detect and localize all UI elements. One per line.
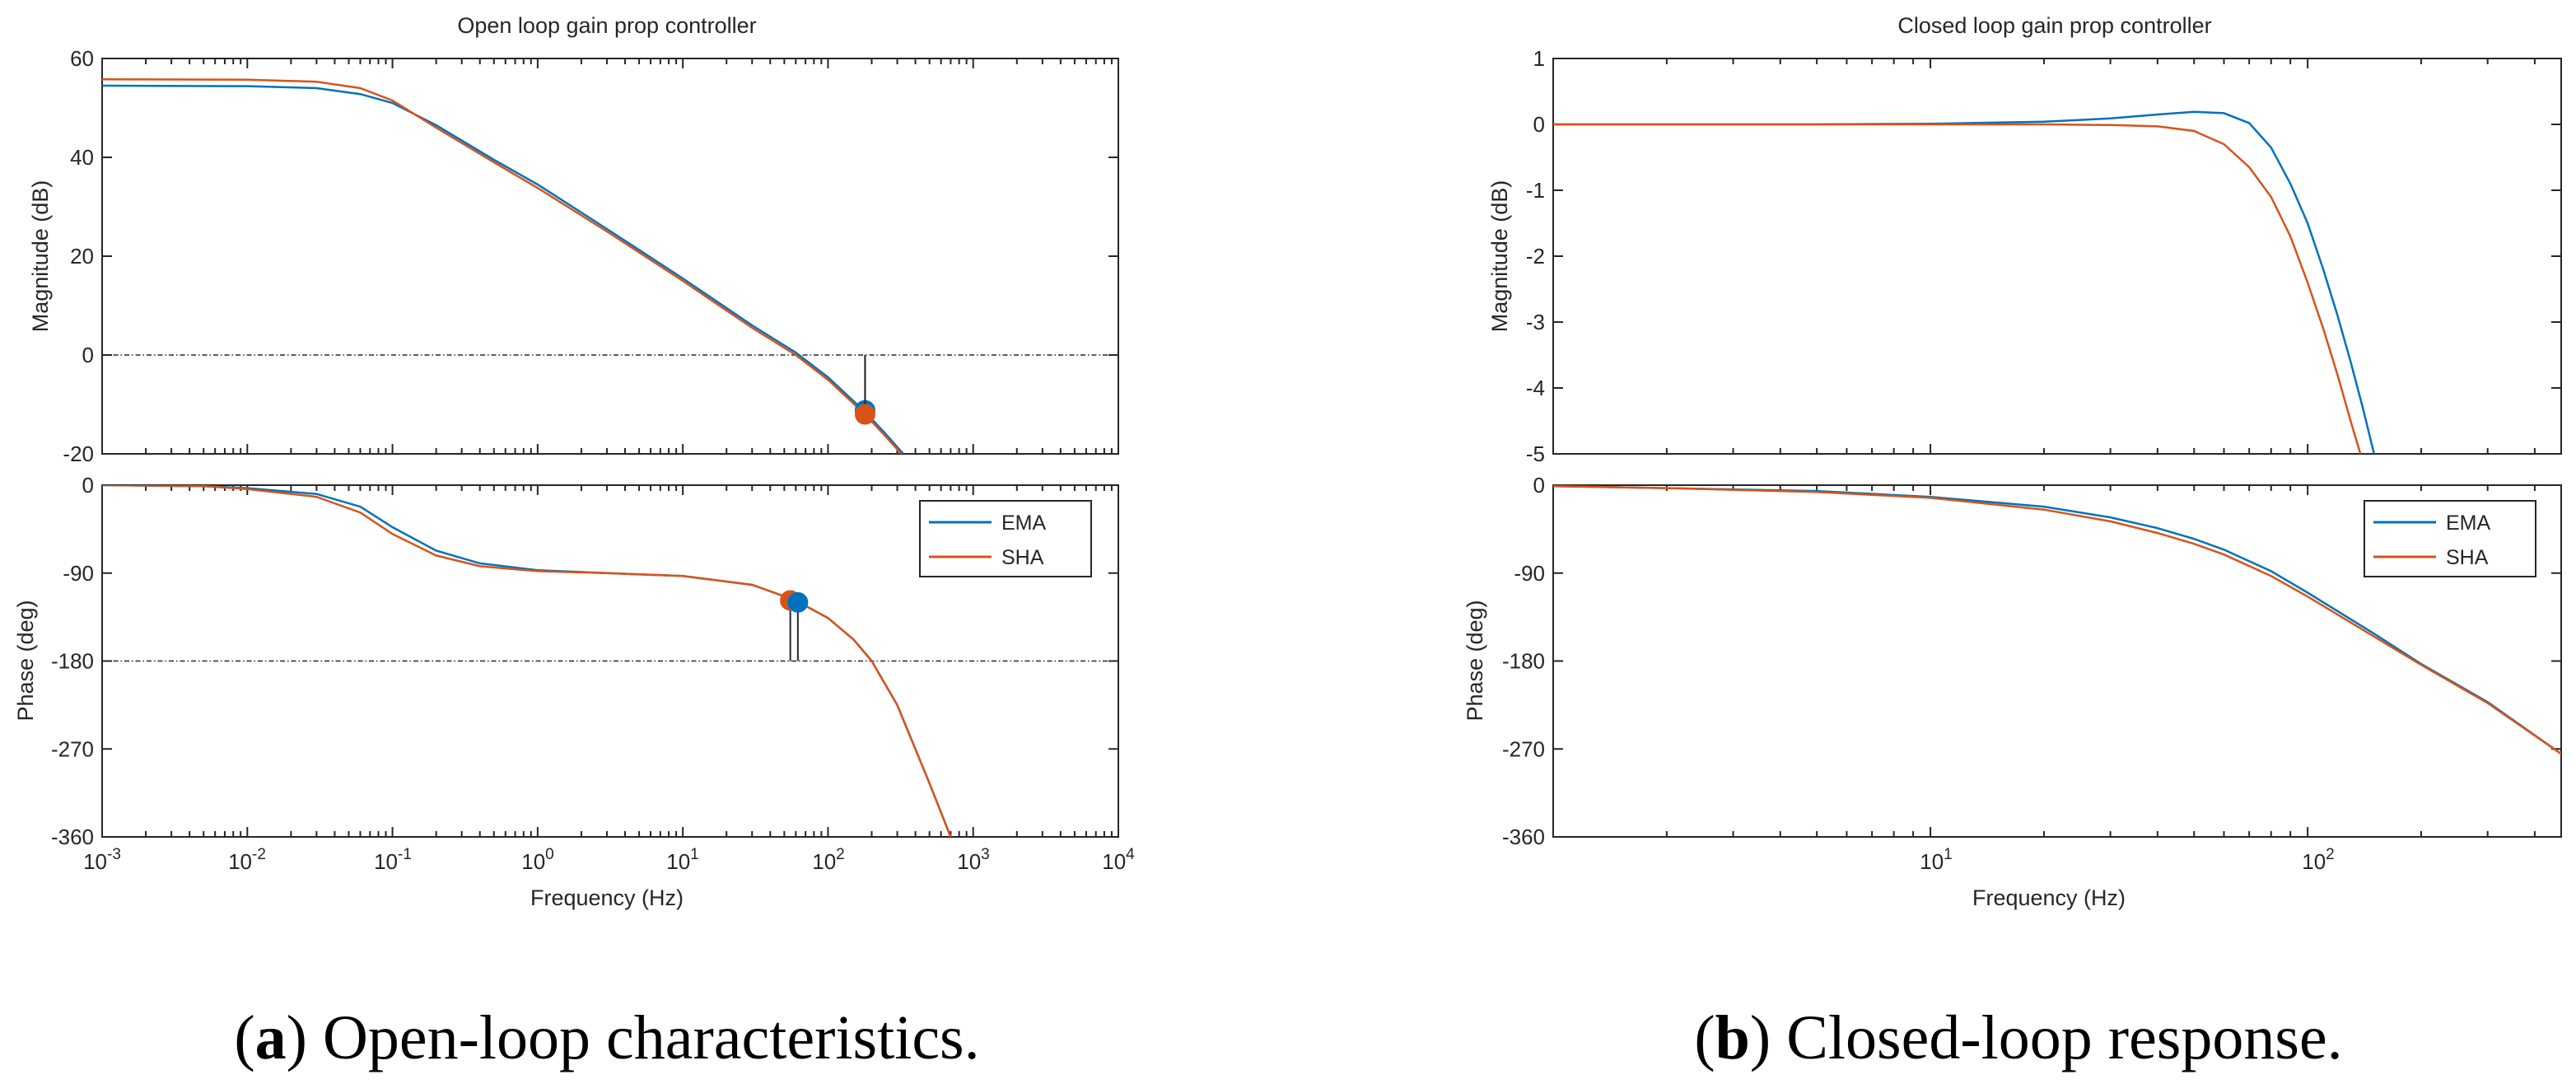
chart-a-magnitude-plot-area xyxy=(101,58,1119,455)
y-tick-label: 20 xyxy=(70,244,94,269)
y-tick-label: 60 xyxy=(70,46,94,71)
chart-b-xtick-label: 101 xyxy=(1920,846,1953,874)
chart-b-magnitude-ylabel: Magnitude (dB) xyxy=(1487,180,1512,333)
y-tick-label: -20 xyxy=(63,442,94,466)
y-tick-label: 0 xyxy=(1533,112,1545,137)
y-tick-label: -360 xyxy=(1502,825,1545,849)
chart-a-xtick-label: 102 xyxy=(812,846,845,874)
chart-b-phase-panel: -360 -270 -180 -90 0 Phase (deg) EMA SHA xyxy=(1463,473,2562,849)
chart-a-xtick-label: 100 xyxy=(521,846,554,874)
chart-a-legend-box xyxy=(919,500,1092,577)
y-tick-label: -1 xyxy=(1526,178,1545,203)
chart-a-xtick-label: 10-3 xyxy=(83,846,121,874)
chart-a-xtick-label: 10-2 xyxy=(228,846,266,874)
chart-a-xtick-label: 10-1 xyxy=(374,846,412,874)
chart-b-legend-ema-label: EMA xyxy=(2446,512,2491,535)
chart-b-magnitude-plot-area xyxy=(1552,58,2562,455)
chart-a-title: Open loop gain prop controller xyxy=(457,13,756,38)
chart-a-legend: EMA SHA xyxy=(919,500,1092,577)
series-line-ema xyxy=(102,84,904,454)
chart-b-legend: EMA SHA xyxy=(2364,500,2536,577)
y-tick-label: -90 xyxy=(1514,561,1545,586)
caption-a: (a) Open-loop characteristics. xyxy=(234,1003,979,1072)
chart-a-legend-sha-label: SHA xyxy=(1001,546,1044,569)
chart-a: Open loop gain prop controller -20 0 20 40 6… xyxy=(13,13,1135,910)
y-tick-label: -3 xyxy=(1526,310,1545,334)
series-line-sha xyxy=(102,77,903,454)
y-tick-label: 0 xyxy=(82,473,94,498)
chart-b: Closed loop gain prop controller -5-4-3-… xyxy=(1463,13,2562,910)
y-tick-label: -90 xyxy=(63,561,94,586)
y-tick-label: -5 xyxy=(1526,442,1545,466)
y-tick-label: -2 xyxy=(1526,244,1545,269)
series-line-sha xyxy=(1553,485,2561,755)
y-tick-label: 1 xyxy=(1533,46,1545,71)
chart-b-magnitude-panel: -5 -4 -3 -2 -1 0 1 Magnitude (dB) xyxy=(1487,46,2562,466)
chart-a-phase-ylabel: Phase (deg) xyxy=(13,600,38,721)
y-tick-label: -180 xyxy=(1502,649,1545,674)
margin-marker-sha xyxy=(854,404,875,425)
y-tick-label: -270 xyxy=(51,736,94,761)
chart-a-xtick-label: 101 xyxy=(666,846,699,874)
chart-a-phase-panel: -360 -270 -180 -90 0 Phase (deg) EMA SHA xyxy=(13,473,1119,849)
chart-b-xtick-label: 102 xyxy=(2302,846,2335,874)
chart-b-legend-sha-label: SHA xyxy=(2446,546,2489,569)
y-tick-label: 40 xyxy=(70,145,94,170)
series-line-sha xyxy=(102,485,952,837)
series-line-sha xyxy=(1553,123,2362,454)
chart-a-legend-ema-label: EMA xyxy=(1001,512,1047,535)
chart-a-xlabel: Frequency (Hz) xyxy=(530,885,684,910)
chart-a-xtick-label: 104 xyxy=(1102,846,1135,874)
series-line-ema xyxy=(1553,110,2376,454)
chart-a-xtick-label: 103 xyxy=(957,846,990,874)
caption-b: (b) Closed-loop response. xyxy=(1694,1003,2342,1072)
y-tick-label: -4 xyxy=(1526,376,1545,400)
margin-marker-ema xyxy=(787,591,809,613)
chart-b-xlabel: Frequency (Hz) xyxy=(1972,885,2126,910)
chart-b-legend-box xyxy=(2364,500,2536,577)
chart-a-magnitude-panel: -20 0 20 40 60 Magnitude (dB) xyxy=(28,46,1119,466)
y-tick-label: 0 xyxy=(1533,473,1545,498)
y-tick-label: -270 xyxy=(1502,736,1545,761)
y-tick-label: 0 xyxy=(82,343,94,367)
chart-b-x-tick-labels: 101 102 xyxy=(1920,846,2335,874)
y-tick-label: -360 xyxy=(51,825,94,849)
chart-b-title: Closed loop gain prop controller xyxy=(1897,13,2211,38)
chart-b-phase-ylabel: Phase (deg) xyxy=(1463,600,1487,721)
chart-a-magnitude-ylabel: Magnitude (dB) xyxy=(28,180,53,333)
y-tick-label: -180 xyxy=(51,649,94,674)
chart-a-x-tick-labels: 10-3 10-2 10-1 100 101 102 103 104 xyxy=(83,846,1135,874)
